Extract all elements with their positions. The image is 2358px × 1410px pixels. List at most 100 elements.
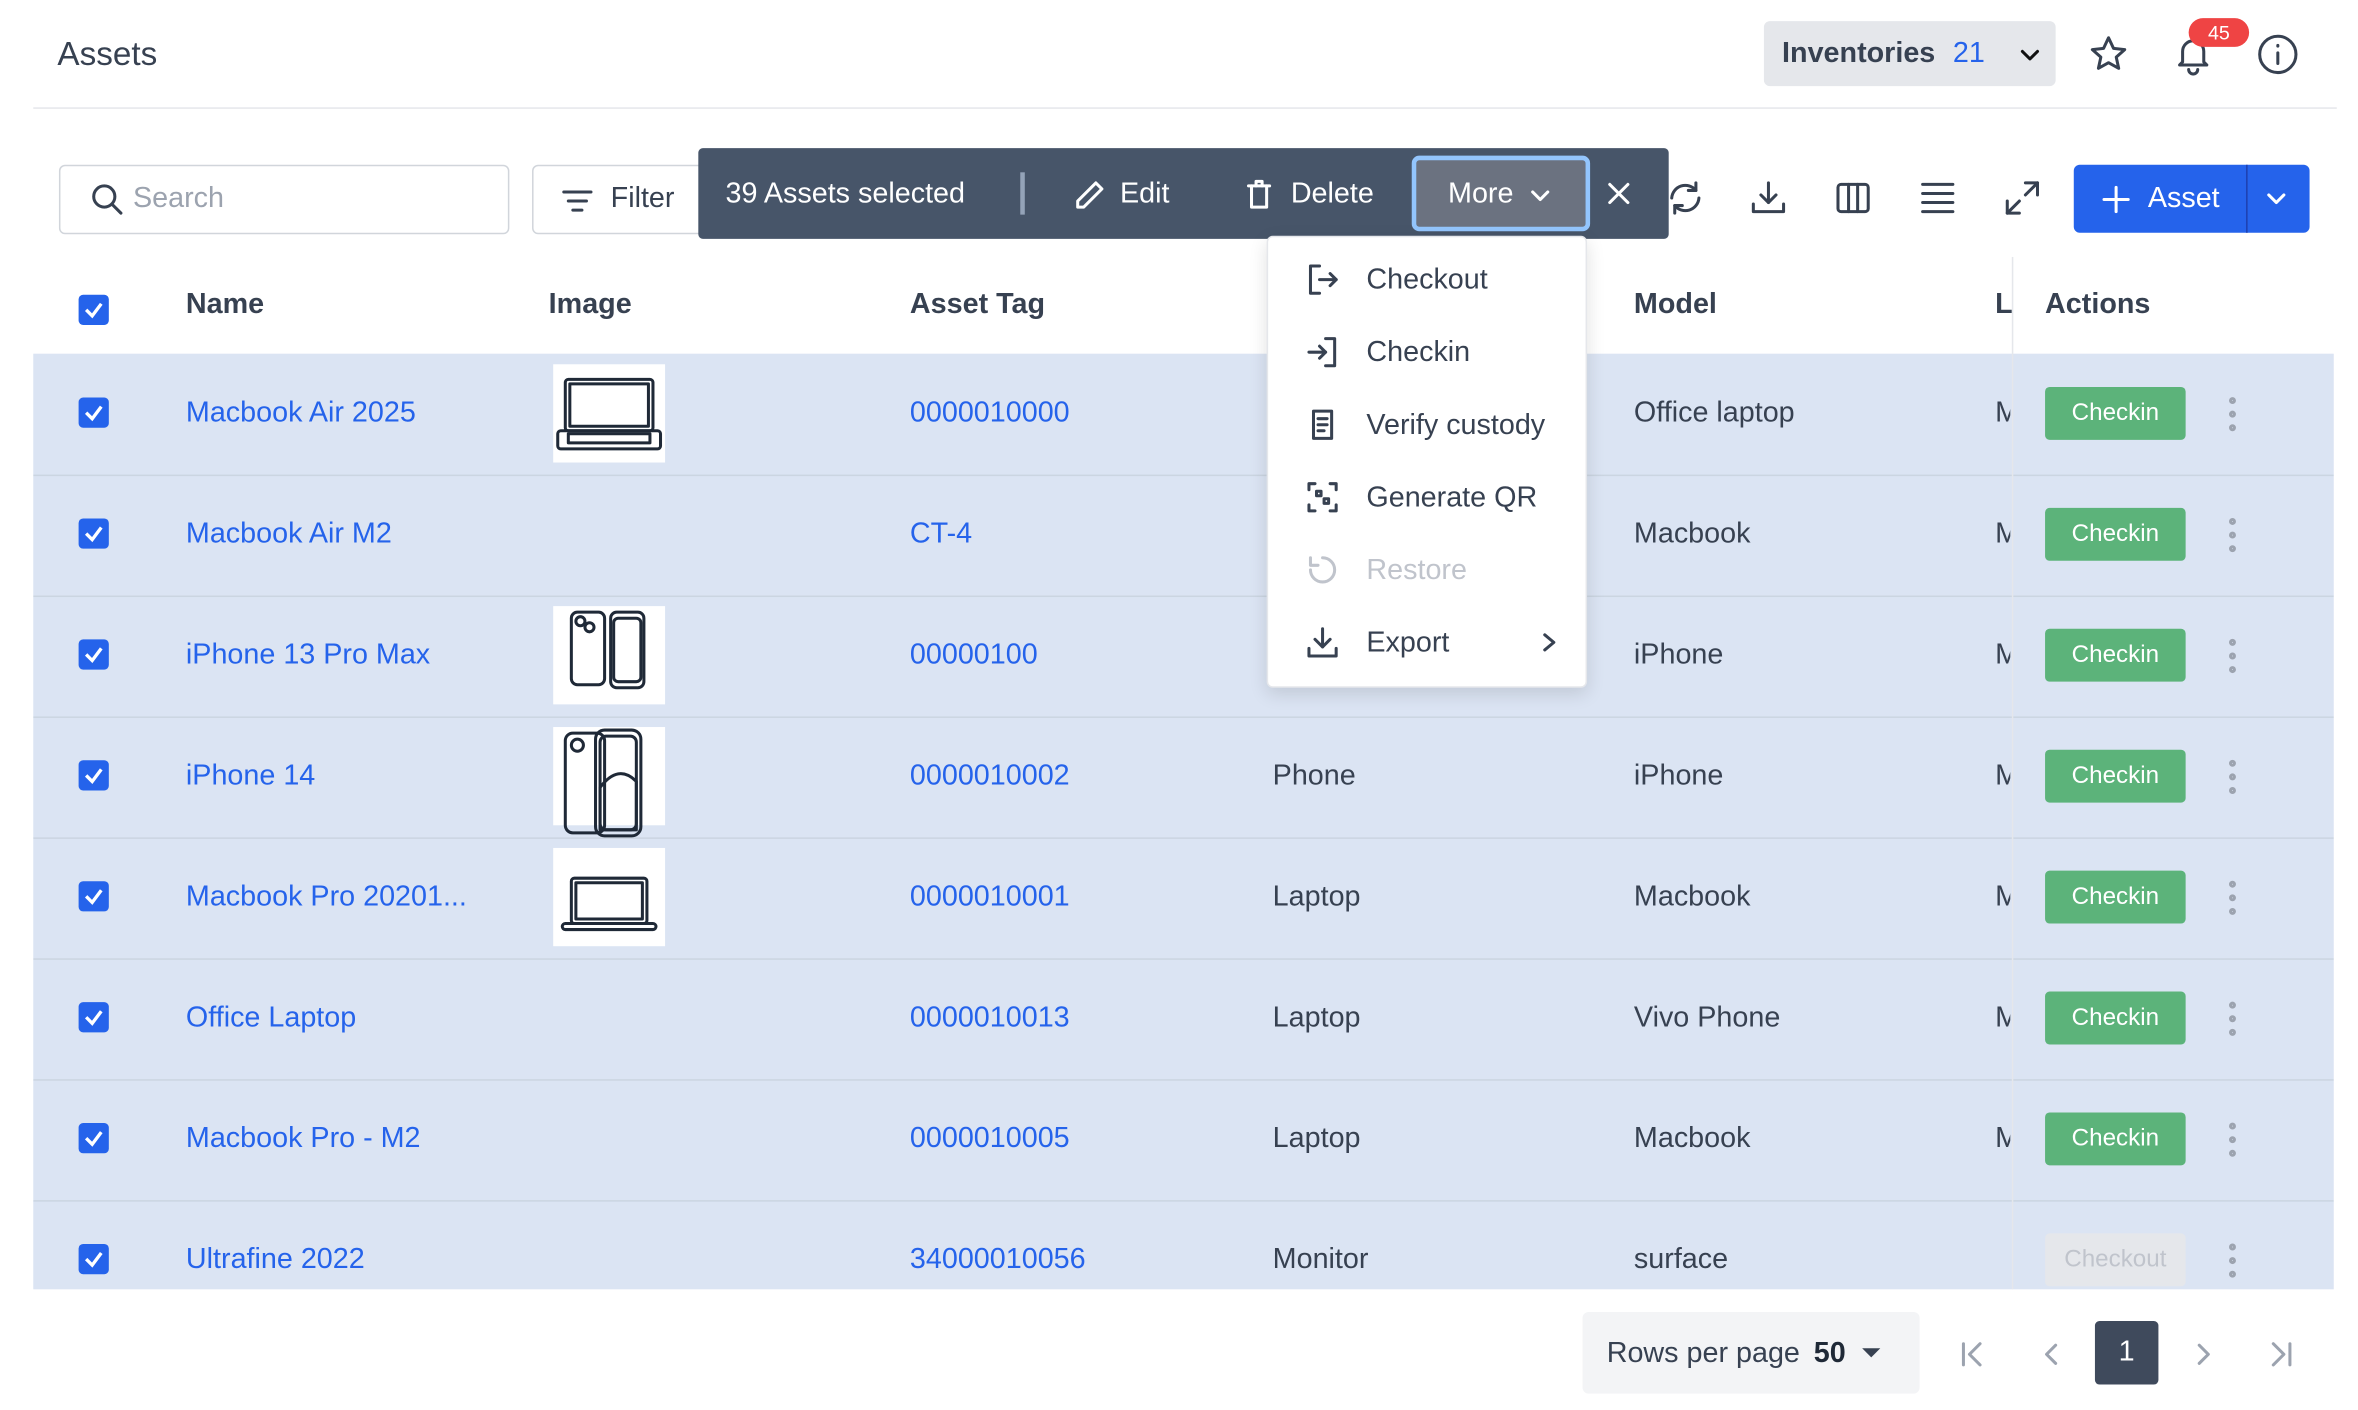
column-header: Model	[1633, 288, 1717, 321]
row-menu-icon	[2229, 1001, 2236, 1036]
asset-tag[interactable]: 0000010005	[909, 1123, 1070, 1155]
edit-button[interactable]: Edit	[1120, 178, 1170, 211]
download-icon[interactable]	[1749, 178, 1788, 217]
asset-name[interactable]: Macbook Air 2025	[185, 397, 416, 430]
table-header: Name Image Asset Tag Model L Actions	[33, 257, 2334, 354]
asset-name[interactable]: Macbook Pro 20201...	[185, 881, 467, 913]
row-checkbox[interactable]	[78, 1002, 109, 1033]
filter-label: Filter	[610, 182, 675, 215]
asset-name[interactable]: Macbook Air M2	[185, 518, 392, 551]
asset-tag[interactable]: 0000010000	[909, 397, 1070, 430]
sticky-column-divider	[2011, 256, 2014, 1290]
row-checkbox[interactable]	[78, 1243, 109, 1275]
columns-icon[interactable]	[1833, 178, 1872, 217]
menu-item-icon	[1308, 556, 1337, 584]
row-checkbox[interactable]	[78, 639, 109, 670]
row-checkbox[interactable]	[78, 760, 109, 791]
asset-category: Laptop	[1272, 1123, 1361, 1155]
row-checkbox[interactable]	[78, 397, 109, 428]
row-action-button[interactable]: Checkin	[2045, 991, 2186, 1045]
asset-thumbnail	[560, 876, 658, 932]
asset-location: M	[1995, 880, 2010, 916]
asset-tag[interactable]: 0000010002	[909, 760, 1070, 793]
refresh-icon[interactable]	[1666, 178, 1705, 217]
split-divider	[2246, 164, 2248, 233]
menu-item[interactable]: Export	[1366, 627, 1450, 660]
rows-per-page[interactable]: Rows per page 50	[1582, 1311, 1920, 1394]
more-button[interactable]: More	[1411, 155, 1591, 232]
column-header: Asset Tag	[909, 288, 1046, 321]
delete-button[interactable]: Delete	[1290, 178, 1374, 211]
menu-item[interactable]: Checkout	[1366, 264, 1488, 297]
asset-name[interactable]: Office Laptop	[185, 1002, 357, 1034]
row-menu-icon	[2229, 1243, 2236, 1278]
asset-model: iPhone	[1633, 639, 1724, 672]
column-header: L	[1995, 288, 2013, 321]
asset-category: Laptop	[1272, 1002, 1361, 1034]
asset-tag[interactable]: 0000010001	[909, 881, 1070, 913]
inventory-switch[interactable]: Inventories 21	[1763, 21, 2056, 87]
last-page[interactable]	[2263, 1338, 2296, 1371]
bar-divider	[1020, 172, 1025, 215]
menu-item-icon	[1308, 264, 1338, 295]
row-checkbox[interactable]	[78, 518, 109, 549]
menu-item[interactable]: Checkin	[1366, 337, 1471, 369]
row-action-button[interactable]: Checkin	[2045, 749, 2186, 803]
asset-name[interactable]: iPhone 14	[185, 760, 316, 793]
chevron-down	[2020, 49, 2040, 61]
select-all-checkbox[interactable]	[78, 294, 109, 325]
next-page[interactable]	[2187, 1338, 2220, 1371]
row-action-button[interactable]: Checkin	[2045, 1112, 2186, 1166]
more-menu: Checkout Checkin Verify custody Generate QR…	[1266, 235, 1588, 688]
favorite-icon[interactable]	[2089, 35, 2128, 74]
asset-tag[interactable]: 0000010013	[909, 1002, 1070, 1034]
menu-item[interactable]: Verify custody	[1366, 409, 1546, 442]
row-action-button[interactable]: Checkin	[2045, 507, 2186, 561]
asset-name[interactable]: iPhone 13 Pro Max	[185, 639, 431, 672]
filter-icon	[562, 190, 593, 212]
asset-tag[interactable]: CT-4	[909, 518, 973, 551]
asset-tag[interactable]: 00000100	[909, 639, 1038, 672]
table-row: Macbook Air 2025 0000010000 Office laptop M…	[33, 354, 2334, 477]
delete-icon	[1246, 179, 1272, 209]
asset-model: surface	[1633, 1243, 1729, 1276]
current-page[interactable]: 1	[2094, 1321, 2159, 1385]
first-page[interactable]	[1957, 1338, 1990, 1371]
asset-name[interactable]: Macbook Pro - M2	[185, 1123, 421, 1155]
asset-tag[interactable]: 34000010056	[909, 1243, 1086, 1276]
table-row: Office Laptop 0000010013 Laptop Vivo Phone M…	[33, 958, 2334, 1081]
row-menu-icon	[2229, 517, 2236, 553]
menu-item[interactable]: Generate QR	[1366, 482, 1538, 514]
asset-category: Monitor	[1272, 1243, 1369, 1276]
asset-model: Vivo Phone	[1633, 1002, 1781, 1034]
add-asset-button[interactable]: Asset	[2073, 164, 2310, 233]
row-action-button[interactable]: Checkin	[2045, 870, 2186, 924]
asset-model: Macbook	[1633, 881, 1751, 913]
density-icon[interactable]	[1918, 178, 1957, 217]
column-header: Actions	[2045, 288, 2151, 321]
inventory-label: Inventories	[1782, 37, 1936, 70]
filter-button[interactable]: Filter	[532, 164, 717, 235]
row-action-button[interactable]: Checkin	[2045, 628, 2186, 682]
inventory-count: 21	[1952, 37, 1985, 70]
info-icon[interactable]	[2257, 33, 2299, 75]
prev-page[interactable]	[2034, 1338, 2067, 1371]
row-checkbox[interactable]	[78, 881, 109, 912]
row-action-button[interactable]: Checkout	[2045, 1233, 2186, 1287]
menu-item: Restore	[1366, 554, 1467, 587]
asset-category: Laptop	[1272, 881, 1361, 913]
column-header: Name	[185, 288, 265, 321]
table-row: Macbook Pro 20201... 0000010001 Laptop Macb…	[33, 837, 2334, 960]
close-selection[interactable]	[1605, 180, 1632, 207]
row-checkbox[interactable]	[78, 1123, 109, 1154]
table-row: iPhone 13 Pro Max 00000100 iPhone M Checkin	[33, 596, 2334, 718]
search-box[interactable]: Search	[58, 164, 510, 235]
fullscreen-icon[interactable]	[2003, 178, 2042, 217]
asset-location: M	[1995, 638, 2010, 674]
notification-badge: 45	[2188, 18, 2250, 47]
chevron-down	[2267, 193, 2286, 205]
row-action-button[interactable]: Checkin	[2045, 386, 2186, 440]
asset-model: iPhone	[1633, 760, 1724, 793]
asset-name[interactable]: Ultrafine 2022	[185, 1243, 365, 1276]
asset-category: Phone	[1272, 760, 1356, 793]
